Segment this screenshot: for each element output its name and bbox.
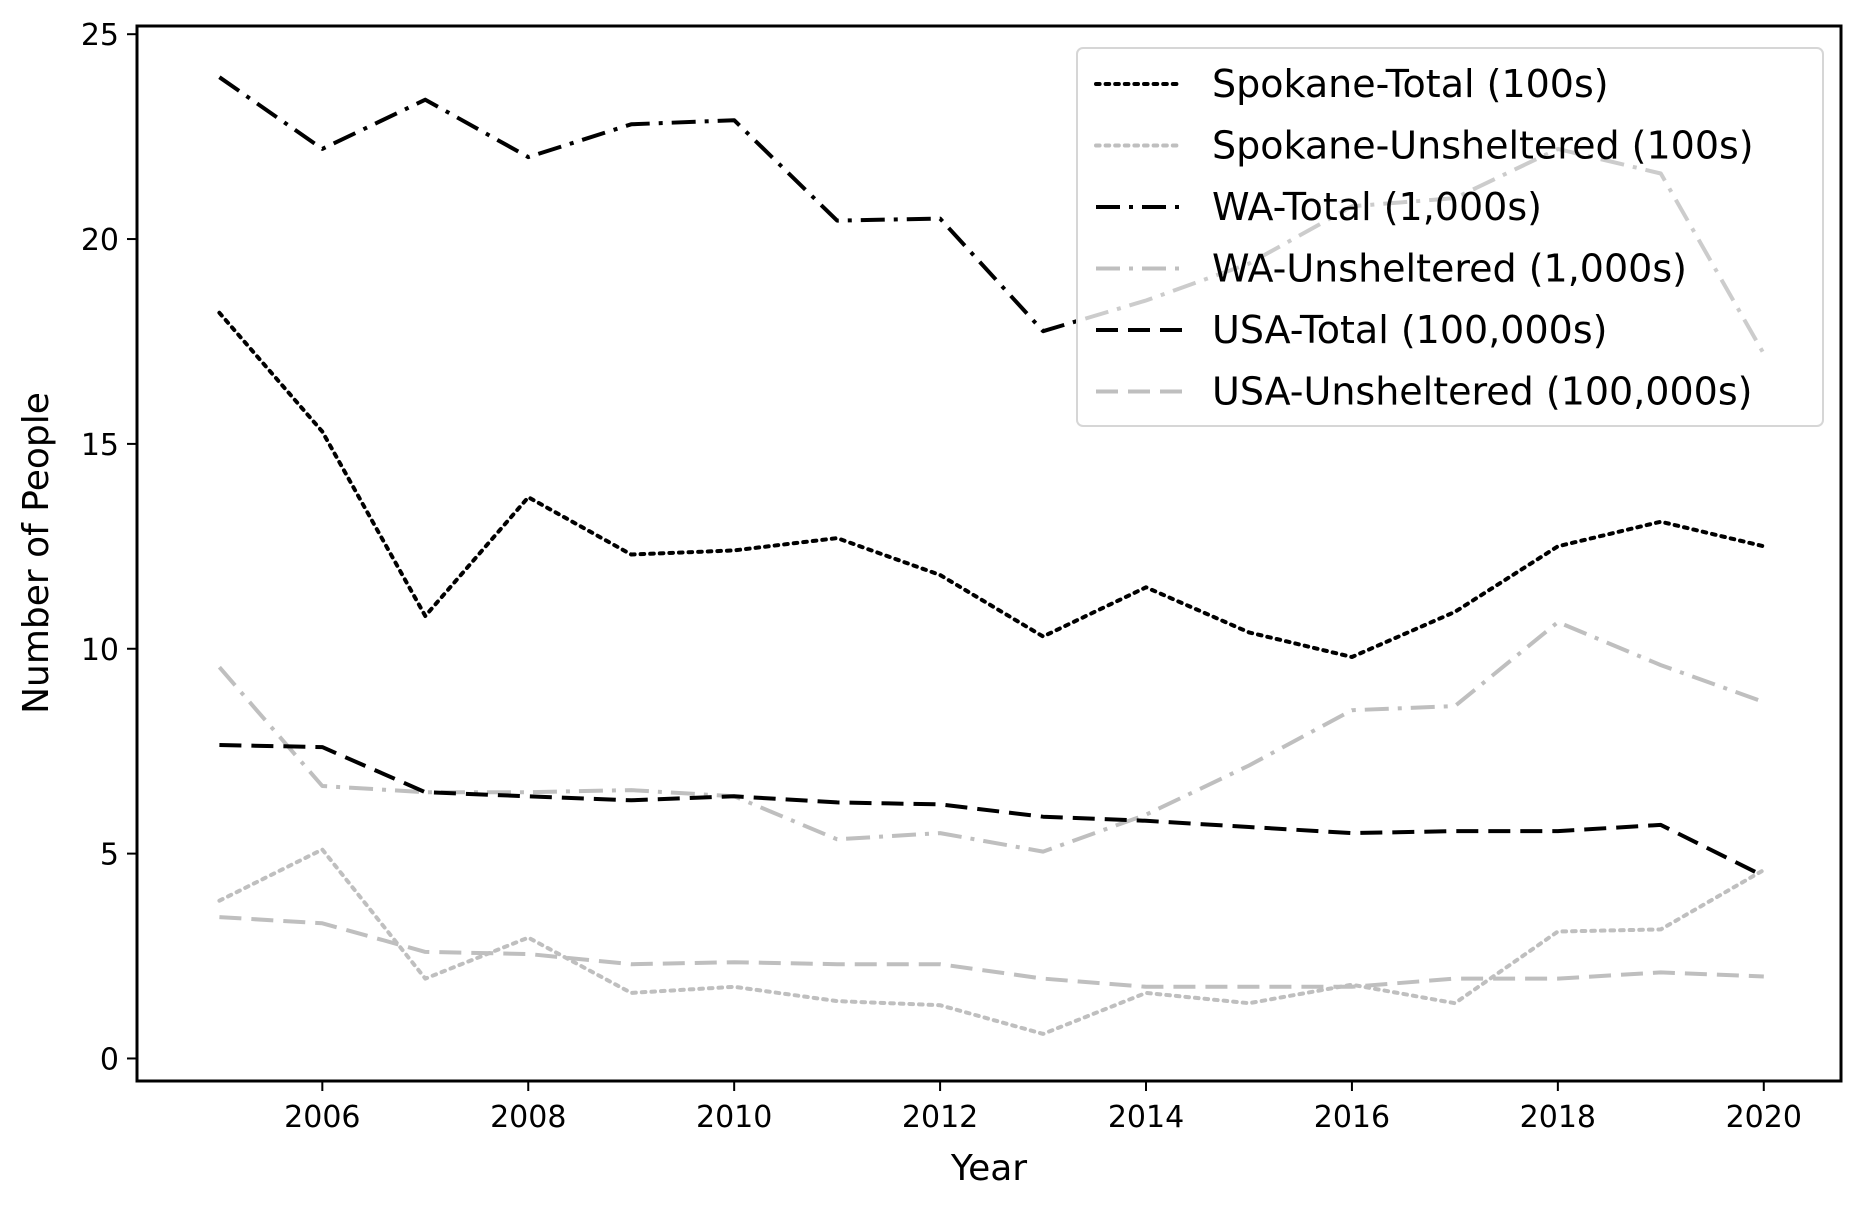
series-line-6 [219,915,1764,989]
y-tick-label: 0 [100,1042,119,1077]
legend-label-1: Spokane-Total (100s) [1212,62,1609,106]
series-line-4 [217,620,1765,854]
legend-label-2: Spokane-Unsheltered (100s) [1212,124,1754,168]
legend-frame [1076,47,1824,427]
plot-area-frame [135,24,1843,1083]
y-tick-label: 10 [81,633,119,668]
x-tick-label: 2016 [1314,1100,1390,1135]
legend-items: Spokane-Total (100s) Spokane-Unsheltered … [1094,62,1754,414]
y-tick-label: 20 [81,223,119,258]
y-tick-label: 15 [81,428,119,463]
x-tick-label: 2014 [1108,1100,1184,1135]
series-line-1 [217,310,1766,659]
legend-label-3: WA-Total (1,000s) [1212,185,1542,229]
x-tick-label: 2020 [1726,1100,1802,1135]
series-line-5 [219,743,1765,878]
y-axis-title: Number of People [16,392,57,714]
x-tick-label: 2010 [696,1100,772,1135]
y-tick-label: 25 [81,18,119,53]
x-tick-label: 2018 [1520,1100,1596,1135]
legend-label-6: USA-Unsheltered (100,000s) [1212,370,1752,414]
series-line-2 [217,847,1766,1036]
x-axis-title: Year [950,1148,1027,1189]
legend: Spokane-Total (100s) Spokane-Unsheltered … [1076,47,1824,427]
y-tick-label: 5 [100,838,119,873]
legend-label-5: USA-Total (100,000s) [1212,308,1607,352]
legend-label-4: WA-Unsheltered (1,000s) [1212,247,1687,291]
x-axis: 2006 2008 2010 2012 2014 2016 2018 2020 [284,1081,1802,1135]
x-tick-label: 2006 [284,1100,360,1135]
y-axis: 0 5 10 15 20 25 [81,18,137,1077]
x-tick-label: 2008 [490,1100,566,1135]
x-tick-label: 2012 [902,1100,978,1135]
